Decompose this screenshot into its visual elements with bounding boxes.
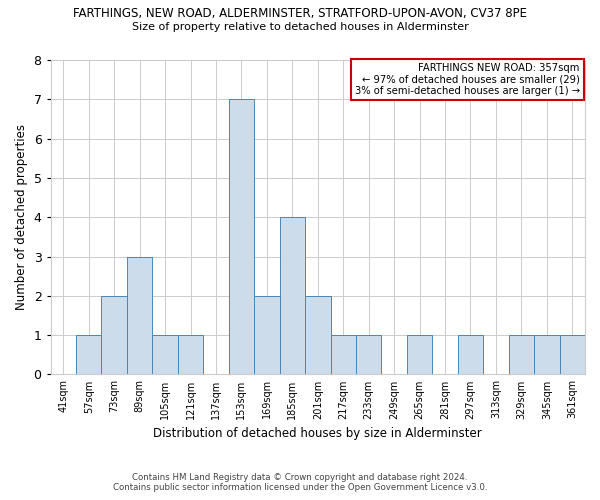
Text: Contains HM Land Registry data © Crown copyright and database right 2024.
Contai: Contains HM Land Registry data © Crown c… xyxy=(113,473,487,492)
Bar xyxy=(331,335,356,374)
Bar xyxy=(280,217,305,374)
Bar xyxy=(76,335,101,374)
Bar xyxy=(407,335,433,374)
Text: Size of property relative to detached houses in Alderminster: Size of property relative to detached ho… xyxy=(131,22,469,32)
Bar xyxy=(356,335,382,374)
Bar xyxy=(509,335,534,374)
Bar xyxy=(534,335,560,374)
Bar xyxy=(127,256,152,374)
Bar xyxy=(458,335,483,374)
Y-axis label: Number of detached properties: Number of detached properties xyxy=(15,124,28,310)
X-axis label: Distribution of detached houses by size in Alderminster: Distribution of detached houses by size … xyxy=(154,427,482,440)
Text: FARTHINGS NEW ROAD: 357sqm
← 97% of detached houses are smaller (29)
3% of semi-: FARTHINGS NEW ROAD: 357sqm ← 97% of deta… xyxy=(355,63,580,96)
Text: FARTHINGS, NEW ROAD, ALDERMINSTER, STRATFORD-UPON-AVON, CV37 8PE: FARTHINGS, NEW ROAD, ALDERMINSTER, STRAT… xyxy=(73,8,527,20)
Bar xyxy=(178,335,203,374)
Bar xyxy=(560,335,585,374)
Bar xyxy=(305,296,331,374)
Bar xyxy=(152,335,178,374)
Bar xyxy=(254,296,280,374)
Bar xyxy=(101,296,127,374)
Bar xyxy=(229,100,254,374)
